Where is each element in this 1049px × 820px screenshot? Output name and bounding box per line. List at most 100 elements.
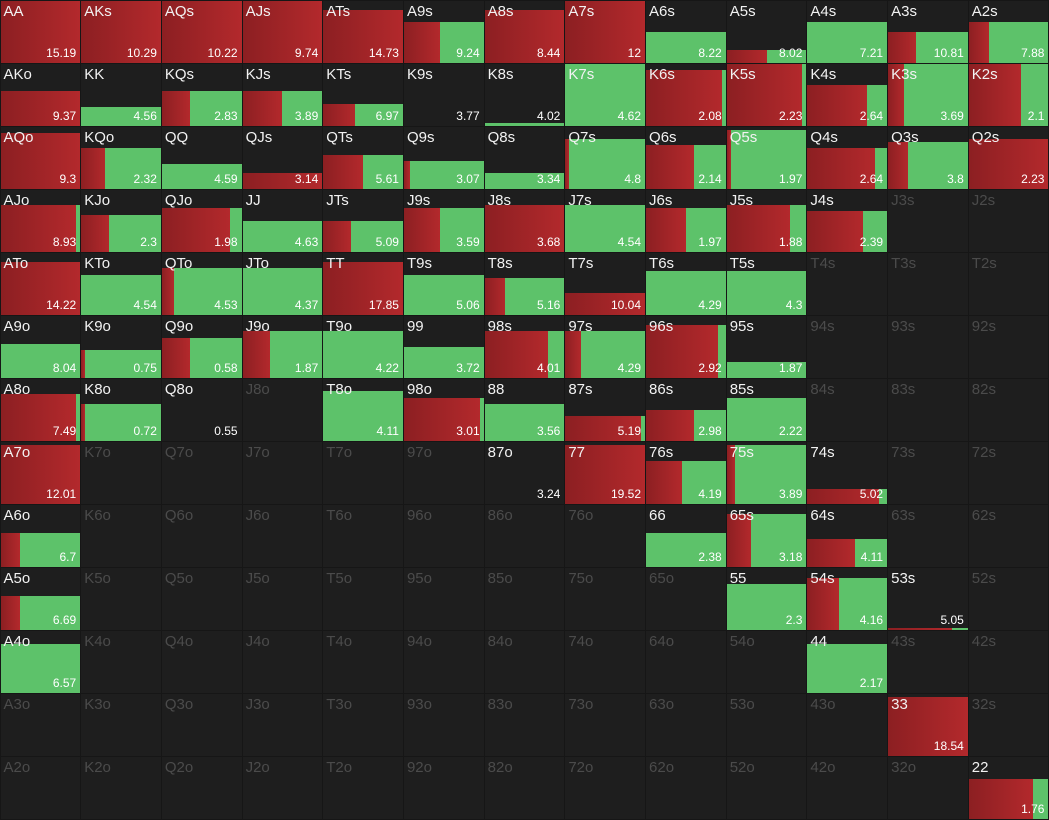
hand-label: KQs	[164, 65, 195, 83]
hand-label: 93s	[891, 317, 916, 335]
hand-cell: Q6s 2.14	[646, 126, 726, 189]
hand-label: T3s	[891, 254, 917, 272]
hand-label: KTs	[326, 65, 352, 83]
hand-label: AKo	[3, 65, 32, 83]
hand-label: 65o	[649, 570, 675, 588]
hand-label: T9s	[406, 254, 432, 272]
hand-cell: 63s	[888, 505, 968, 568]
raise-bar	[0, 445, 81, 505]
call-bar	[726, 271, 807, 315]
hand-label: J2s	[971, 191, 996, 209]
raise-bar	[0, 205, 77, 252]
hand-value: 10.81	[933, 45, 964, 60]
hand-cell: 52s	[968, 568, 1049, 631]
hand-value: 8.93	[52, 234, 77, 249]
call-bar	[641, 416, 646, 442]
hand-value: 4.3	[785, 297, 803, 312]
hand-label: Q3o	[164, 696, 194, 714]
hand-label: J4o	[245, 633, 270, 651]
call-bar	[565, 63, 646, 126]
hand-value: 5.19	[617, 424, 642, 439]
call-bar	[282, 91, 323, 126]
call-bar	[439, 208, 484, 252]
raise-bar	[323, 9, 403, 63]
hand-cell: J6o	[242, 505, 323, 568]
hand-cell: 85s 2.22	[726, 378, 807, 442]
call-bar	[565, 205, 646, 252]
hand-cell: K4o	[81, 631, 161, 694]
raise-bar	[726, 445, 735, 505]
hand-label: 32o	[891, 759, 917, 777]
hand-cell: 95s 1.87	[726, 315, 807, 378]
hand-value: 0.58	[214, 360, 238, 375]
hand-cell: Q4s 2.64	[807, 126, 888, 189]
hand-label: K7s	[568, 65, 595, 83]
hand-value: 3.69	[940, 108, 964, 123]
call-bar	[721, 69, 726, 126]
hand-value: 4.22	[375, 360, 399, 375]
hand-cell: 77 19.52	[565, 442, 646, 505]
hand-cell: 72s	[968, 442, 1049, 505]
hand-value: 0.55	[214, 424, 238, 439]
hand-value: 2.64	[859, 171, 884, 186]
call-bar	[951, 628, 968, 631]
raise-bar	[968, 22, 989, 63]
hand-cell: 66 2.38	[646, 505, 726, 568]
hand-value: 3.89	[779, 487, 803, 502]
hand-cell: 43o	[807, 694, 888, 757]
raise-bar	[0, 394, 77, 442]
hand-cell: 44 2.17	[807, 631, 888, 694]
hand-value: 4.11	[860, 550, 884, 565]
hand-label: K6s	[649, 65, 675, 83]
call-bar	[76, 394, 81, 442]
hand-label: 95s	[729, 317, 754, 335]
hand-value: 2.32	[133, 171, 157, 186]
hand-cell: T6s 4.29	[646, 252, 726, 315]
raise-bar	[484, 205, 565, 252]
hand-cell: 22 1.76	[968, 757, 1049, 820]
call-bar	[1020, 63, 1049, 126]
raise-bar	[484, 9, 565, 63]
hand-label: T5o	[326, 570, 353, 588]
raise-bar	[807, 577, 840, 631]
raise-bar	[161, 268, 174, 315]
hand-label: K7o	[84, 444, 111, 462]
call-bar	[988, 22, 1049, 63]
hand-value: 2.92	[698, 360, 722, 375]
hand-value: 18.54	[933, 739, 964, 754]
hand-label: Q4s	[810, 128, 838, 146]
hand-label: Q9s	[406, 128, 435, 146]
call-bar	[189, 91, 242, 126]
call-bar	[908, 142, 968, 189]
call-bar	[916, 31, 968, 63]
hand-cell: T7s 10.04	[565, 252, 646, 315]
hand-label: K2o	[84, 759, 111, 777]
hand-cell: 97o	[403, 442, 484, 505]
hand-value: 5.02	[859, 487, 884, 502]
hand-cell: T9o 4.22	[323, 315, 403, 378]
hand-cell: KTo 4.54	[81, 252, 161, 315]
raise-bar	[242, 0, 323, 63]
raise-bar	[646, 69, 722, 126]
hand-cell: 99 3.72	[403, 315, 484, 378]
hand-cell: AJs 9.74	[242, 0, 323, 63]
hand-label: 52s	[971, 570, 996, 588]
hand-cell: 73o	[565, 694, 646, 757]
call-bar	[750, 514, 807, 568]
raise-bar	[726, 205, 791, 252]
hand-label: 74o	[568, 633, 594, 651]
hand-label: J9s	[406, 191, 431, 209]
hand-label: 63s	[891, 507, 916, 525]
hand-cell: J2o	[242, 757, 323, 820]
hand-value: 3.18	[779, 550, 803, 565]
hand-cell: K6o	[81, 505, 161, 568]
raise-bar	[242, 173, 323, 189]
hand-cell: K8o 0.72	[81, 378, 161, 442]
raise-bar	[888, 697, 968, 757]
hand-label: 99	[406, 317, 424, 335]
hand-value: 9.74	[294, 45, 319, 60]
hand-cell: J6s 1.97	[646, 189, 726, 252]
hand-cell: A4s 7.21	[807, 0, 888, 63]
hand-label: T5s	[729, 254, 755, 272]
hand-label: Q5s	[729, 128, 758, 146]
